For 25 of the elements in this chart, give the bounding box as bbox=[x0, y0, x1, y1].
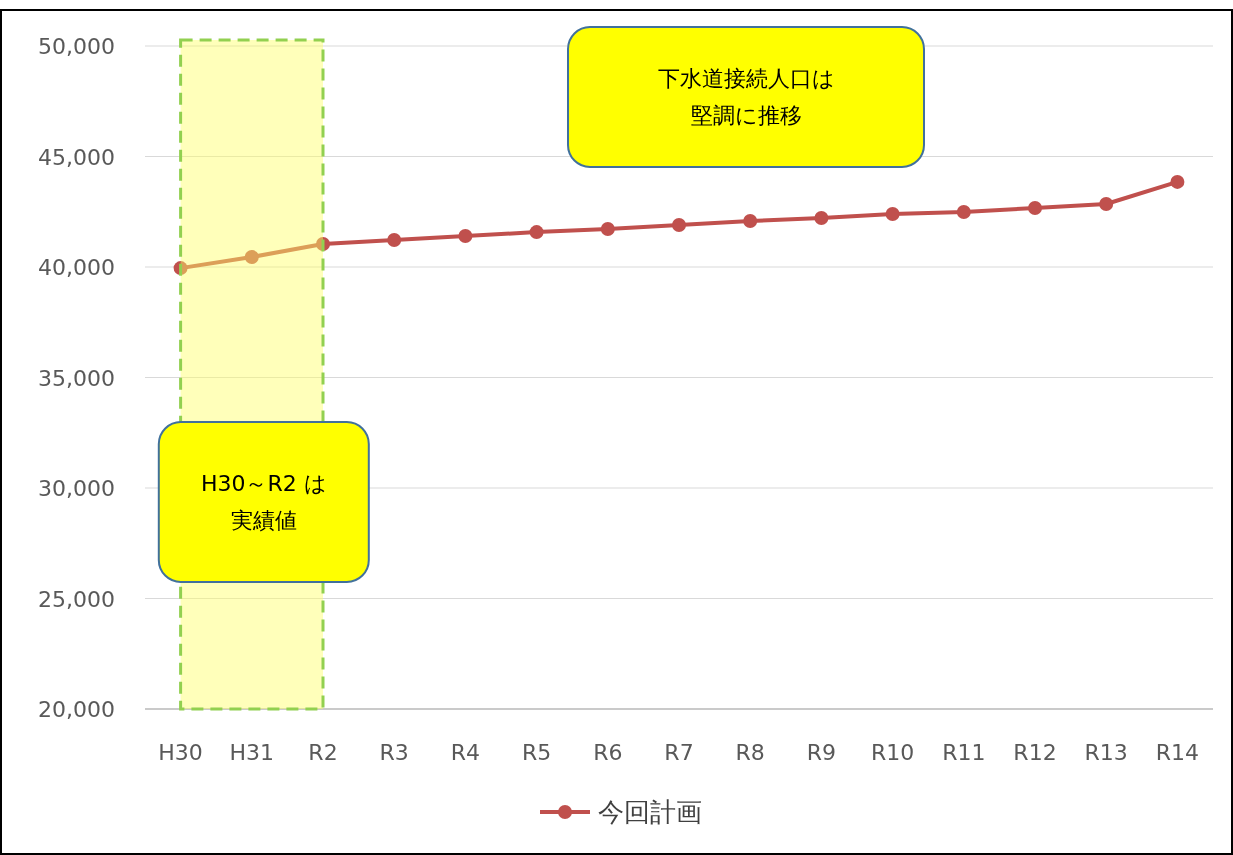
x-tick-label: H31 bbox=[229, 740, 275, 765]
x-tick-label: R3 bbox=[379, 740, 409, 765]
x-tick-label: R8 bbox=[735, 740, 765, 765]
x-tick-label: R11 bbox=[942, 740, 986, 765]
x-tick-label: R14 bbox=[1155, 740, 1200, 765]
x-tick-label: R10 bbox=[870, 740, 915, 765]
annotation: 下水道接続人口は堅調に推移 bbox=[657, 66, 835, 129]
y-tick-label: 45,000 bbox=[38, 144, 115, 170]
x-tick-label: R7 bbox=[664, 740, 694, 765]
x-tick-label: R9 bbox=[806, 740, 837, 765]
x-tick-label: R5 bbox=[521, 740, 552, 765]
y-tick-label: 25,000 bbox=[38, 586, 115, 612]
x-tick-label: R13 bbox=[1084, 740, 1128, 765]
x-tick-label: H30 bbox=[158, 740, 203, 765]
y-tick-label: 30,000 bbox=[38, 476, 115, 501]
y-tick-label: 50,000 bbox=[38, 34, 115, 59]
x-tick-label: R4 bbox=[450, 740, 481, 765]
x-tick-label: R2 bbox=[308, 740, 338, 765]
legend-label: 今回計画 bbox=[598, 797, 702, 827]
x-tick-label: R12 bbox=[1013, 740, 1057, 765]
y-tick-label: 20,000 bbox=[38, 697, 115, 722]
y-tick-label: 40,000 bbox=[38, 255, 115, 280]
band-label: H30～R2 は実績値 bbox=[200, 471, 327, 534]
y-tick-label: 35,000 bbox=[38, 365, 115, 391]
x-tick-label: R6 bbox=[593, 740, 623, 765]
